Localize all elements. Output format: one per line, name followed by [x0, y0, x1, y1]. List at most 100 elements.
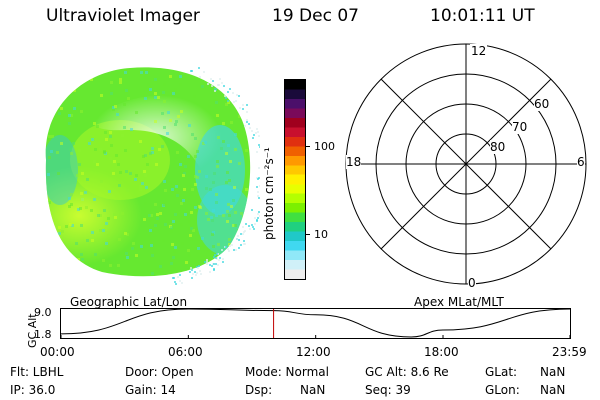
image-pixel [80, 253, 83, 256]
image-pixel [150, 244, 153, 247]
glow-pixel [232, 92, 234, 94]
image-pixel [124, 71, 127, 74]
image-pixel [64, 249, 67, 252]
image-pixel [234, 133, 237, 136]
lat-label-70: 70 [512, 120, 528, 134]
image-pixel [107, 217, 110, 220]
geographic-label: Geographic Lat/Lon [70, 295, 188, 309]
glow-pixel [198, 265, 200, 267]
image-pixel [78, 163, 81, 166]
glow-pixel [249, 228, 251, 230]
image-pixel [175, 120, 178, 123]
image-pixel [171, 243, 174, 246]
image-pixel [105, 242, 108, 245]
glow-pixel [248, 225, 250, 227]
altplot-xtick-0600: 06:00 [168, 345, 203, 359]
glow-pixel [254, 223, 256, 225]
image-pixel [69, 223, 72, 226]
image-pixel [201, 237, 204, 240]
image-pixel [190, 281, 193, 284]
image-pixel [119, 171, 122, 174]
image-pixel [183, 172, 186, 175]
image-pixel [162, 91, 165, 94]
glow-pixel [199, 270, 201, 272]
image-pixel [224, 68, 227, 71]
image-pixel [171, 188, 174, 191]
glow-pixel [206, 263, 208, 265]
image-pixel [238, 72, 241, 75]
colorbar-tick-10: 10 [314, 228, 328, 241]
image-pixel [115, 154, 118, 157]
image-pixel [23, 284, 26, 285]
image-pixel [126, 233, 129, 236]
image-pixel [145, 71, 148, 74]
image-pixel [254, 140, 257, 143]
info-glat-label: GLat: [485, 365, 518, 379]
image-pixel [237, 229, 240, 232]
image-pixel [41, 73, 44, 76]
image-pixel [229, 268, 232, 271]
image-pixel [81, 258, 84, 261]
image-pixel [228, 243, 231, 246]
image-pixel [149, 88, 152, 91]
image-pixel [185, 261, 188, 264]
image-pixel [142, 278, 145, 281]
image-pixel [226, 171, 229, 174]
glow-pixel [242, 104, 244, 106]
image-pixel [31, 225, 34, 228]
image-pixel [70, 193, 73, 196]
image-pixel [137, 61, 140, 64]
image-pixel [73, 64, 76, 67]
glow-pixel [258, 135, 260, 137]
image-pixel [60, 142, 63, 145]
image-pixel [229, 275, 232, 277]
glow-pixel [211, 85, 213, 87]
image-pixel [231, 86, 234, 89]
image-pixel [125, 89, 128, 92]
image-pixel [225, 181, 228, 184]
image-pixel [181, 242, 184, 245]
image-pixel [95, 282, 98, 285]
glow-pixel [244, 125, 246, 127]
glow-pixel [238, 239, 240, 241]
glow-pixel [179, 274, 181, 276]
glow-pixel [229, 88, 231, 90]
info-seq: Seq: 39 [365, 383, 411, 397]
image-pixel [227, 101, 230, 104]
image-pixel [23, 116, 26, 119]
glow-pixel [199, 76, 201, 78]
image-pixel [77, 208, 80, 211]
image-pixel [68, 122, 71, 125]
image-pixel [100, 180, 103, 183]
image-pixel [35, 262, 38, 265]
image-pixel [96, 125, 99, 128]
glow-pixel [253, 134, 255, 136]
image-pixel [139, 185, 142, 188]
image-pixel [90, 209, 93, 212]
image-pixel [252, 259, 255, 262]
image-pixel [207, 218, 210, 221]
image-pixel [25, 111, 28, 114]
image-pixel [135, 254, 138, 257]
glow-pixel [259, 215, 260, 217]
image-pixel [168, 222, 171, 225]
image-pixel [20, 248, 23, 251]
image-pixel [48, 135, 51, 138]
image-pixel [93, 160, 96, 163]
glow-pixel [206, 261, 208, 263]
image-pixel [96, 163, 99, 166]
image-pixel [109, 157, 112, 160]
image-pixel [255, 85, 258, 88]
image-pixel [198, 170, 201, 173]
image-pixel [174, 88, 177, 91]
image-pixel [190, 211, 193, 214]
glow-pixel [249, 127, 251, 129]
glow-pixel [236, 238, 238, 240]
image-pixel [20, 199, 23, 202]
glow-pixel [236, 94, 238, 96]
image-pixel [72, 69, 75, 72]
image-pixel [49, 110, 52, 113]
image-pixel [202, 245, 205, 248]
image-pixel [23, 69, 26, 72]
image-pixel [167, 277, 170, 280]
